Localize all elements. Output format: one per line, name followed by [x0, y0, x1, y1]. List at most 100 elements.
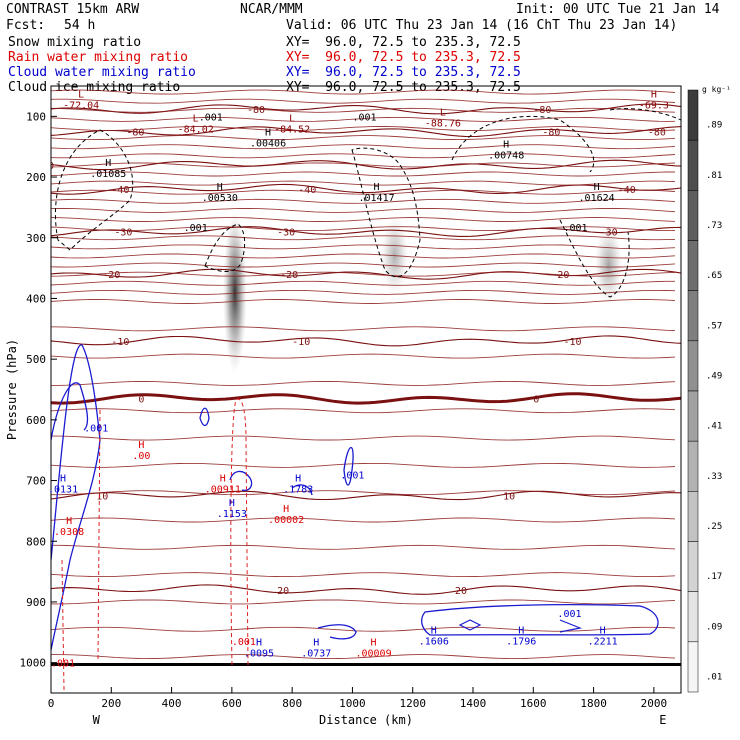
extremum-value: .1783	[283, 485, 313, 496]
extremum-marker: L	[78, 89, 84, 100]
isotherm-minor	[51, 280, 675, 286]
west-label: W	[93, 713, 101, 727]
x-tick-label: 0	[48, 697, 55, 710]
cloud-water-contour	[559, 619, 583, 633]
x-tick-label: 200	[101, 697, 121, 710]
extremum-marker: H	[295, 474, 301, 485]
isotherm-label: -20	[280, 270, 298, 281]
colorbar-cell	[687, 591, 699, 643]
legend-cloud-ice-xy: XY= 96.0, 72.5 to 235.3, 72.5	[286, 80, 521, 95]
init-time: Init: 00 UTC Tue 21 Jan 14	[516, 2, 720, 17]
rain-contour	[61, 559, 65, 691]
cloud-ice-contour	[55, 129, 134, 251]
colorbar-level-label: .17	[706, 572, 722, 582]
forecast-hours: 54 h	[64, 18, 96, 33]
isotherm-minor	[51, 235, 676, 241]
x-tick-label: 400	[162, 697, 182, 710]
extremum-marker: H	[313, 637, 319, 648]
extremum-value: .00530	[202, 193, 238, 204]
contour-value-label: .001	[199, 112, 223, 123]
isotherm-minor	[51, 544, 676, 550]
contour-value-label: .001	[340, 470, 364, 481]
cloud-water-contour	[343, 447, 354, 486]
y-tick-label: 500	[26, 353, 46, 366]
isotherm--80	[51, 126, 681, 138]
isotherm-minor	[51, 116, 676, 122]
extremum-marker: H	[283, 504, 289, 515]
legend-snow: Snow mixing ratio	[8, 35, 142, 50]
extremum-value: .0308	[54, 527, 84, 538]
isotherm-label: -20	[551, 270, 569, 281]
extremum-value: -84.02	[178, 125, 214, 136]
isotherm--30	[51, 226, 681, 237]
isotherm-minor	[51, 226, 675, 232]
isotherm-label: -80	[247, 105, 265, 116]
isotherm-minor	[51, 162, 676, 168]
isotherm-label: -50	[36, 161, 54, 172]
extremum-value: .01085	[90, 169, 126, 180]
contour-value-label: .001	[184, 223, 208, 234]
isotherm-minor	[51, 435, 676, 441]
colorbar-cell	[687, 190, 699, 241]
y-axis-title: Pressure (hPa)	[5, 339, 19, 440]
isotherm-minor	[51, 126, 676, 131]
y-tick-label: 900	[26, 596, 46, 609]
isotherm-label: 0	[138, 395, 144, 406]
colorbar-level-label: .57	[706, 321, 722, 331]
isotherm-0	[51, 392, 681, 405]
cloud-ice-contour	[559, 219, 630, 298]
isotherm-minor	[51, 517, 676, 523]
y-tick-label: 200	[26, 171, 46, 184]
isotherm-minor	[51, 98, 676, 104]
extremum-value: .0737	[301, 648, 331, 659]
isotherm-label: -20	[102, 270, 120, 281]
plot-frame	[50, 85, 682, 694]
isotherm-minor	[51, 299, 676, 304]
isotherm-minor	[51, 326, 676, 332]
extremum-marker: L	[193, 114, 199, 125]
colorbar-cell	[687, 290, 699, 342]
extremum-value: .00009	[355, 648, 391, 659]
y-tick-label: 1000	[20, 657, 47, 670]
extremum-value: .01624	[579, 193, 615, 204]
extremum-marker: H	[651, 89, 657, 100]
east-label: E	[659, 713, 666, 727]
isotherm-label: 20	[455, 586, 467, 597]
y-tick-label: 800	[26, 535, 46, 548]
colorbar-level-label: .09	[706, 622, 722, 632]
cloud-water-contour	[51, 382, 89, 441]
colorbar-cell	[687, 440, 699, 492]
isotherm-minor	[51, 353, 676, 359]
extremum-value: .00	[132, 451, 150, 462]
colorbar-level-label: .01	[706, 672, 722, 682]
cloud-water-contour	[51, 344, 101, 651]
extremum-marker: H	[138, 440, 144, 451]
extremum-marker: H	[594, 182, 600, 193]
contour-value-label: .001	[84, 424, 108, 435]
model-title: CONTRAST 15km ARW	[6, 2, 140, 17]
rain-contour	[230, 398, 249, 666]
extremum-marker: H	[220, 474, 226, 485]
colorbar-level-label: .65	[706, 271, 722, 281]
extremum-marker: H	[265, 128, 271, 139]
legend-rain-xy: XY= 96.0, 72.5 to 235.3, 72.5	[286, 50, 521, 65]
cloud-water-contour	[458, 619, 482, 631]
extremum-marker: H	[600, 625, 606, 636]
isotherm-minor	[51, 244, 676, 250]
extremum-marker: H	[518, 625, 524, 636]
isotherm-label: -30	[277, 228, 295, 239]
isotherm-label: 20	[277, 586, 289, 597]
extremum-marker: L	[440, 108, 446, 119]
isotherm-label: -30	[114, 228, 132, 239]
extremum-marker: H	[371, 637, 377, 648]
cloud-ice-contour	[351, 147, 421, 278]
x-tick-label: 600	[222, 697, 242, 710]
extremum-value: .00002	[268, 515, 304, 526]
isotherm-minor	[51, 289, 676, 295]
isotherm-minor	[51, 490, 676, 496]
extremum-value: -84.52	[274, 125, 310, 136]
isotherm-label: -10	[111, 337, 129, 348]
isotherm-minor	[51, 462, 676, 468]
extremum-marker: H	[229, 498, 235, 509]
